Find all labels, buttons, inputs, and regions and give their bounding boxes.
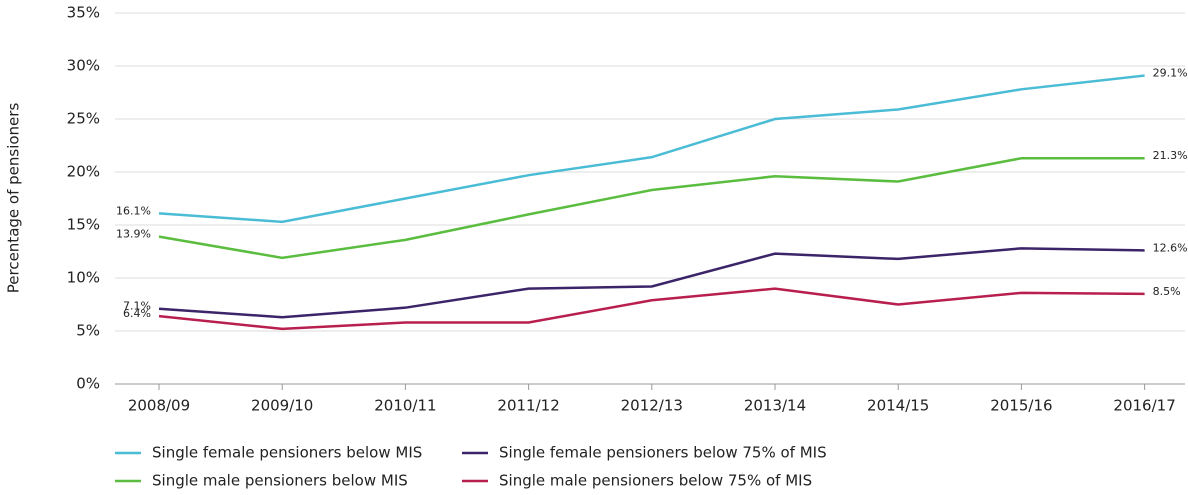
series-line — [158, 247, 1145, 319]
y-tick-label: 20% — [67, 163, 100, 181]
y-tick-label: 25% — [67, 110, 100, 128]
y-axis-label: Percentage of pensioners — [5, 103, 23, 294]
x-tick-label: 2008/09 — [128, 397, 190, 415]
x-tick-label: 2009/10 — [251, 397, 313, 415]
value-label: 16.1% — [116, 204, 151, 217]
x-tick-label: 2016/17 — [1113, 397, 1175, 415]
series-line — [158, 287, 1145, 331]
legend-label: Single male pensioners below MIS — [152, 472, 408, 490]
series-line — [158, 156, 1145, 260]
x-tick-label: 2012/13 — [621, 397, 683, 415]
y-tick-label: 0% — [76, 375, 100, 393]
value-label: 12.6% — [1153, 241, 1188, 254]
series-line — [158, 74, 1145, 224]
y-tick-label: 30% — [67, 57, 100, 75]
value-label: 29.1% — [1153, 67, 1188, 80]
x-tick-label: 2010/11 — [374, 397, 436, 415]
value-label: 8.5% — [1153, 285, 1181, 298]
y-tick-label: 10% — [67, 269, 100, 287]
y-tick-label: 5% — [76, 322, 100, 340]
legend-label: Single female pensioners below 75% of MI… — [499, 444, 827, 462]
legend-label: Single male pensioners below 75% of MIS — [499, 472, 812, 490]
value-label: 6.4% — [123, 307, 151, 320]
y-tick-label: 35% — [67, 4, 100, 22]
value-label: 21.3% — [1153, 149, 1188, 162]
x-tick-label: 2014/15 — [867, 397, 929, 415]
y-tick-label: 15% — [67, 216, 100, 234]
x-tick-label: 2015/16 — [990, 397, 1052, 415]
x-tick-label: 2013/14 — [744, 397, 806, 415]
x-tick-label: 2011/12 — [497, 397, 559, 415]
legend-label: Single female pensioners below MIS — [152, 444, 422, 462]
value-label: 7.1% — [123, 300, 151, 313]
value-label: 13.9% — [116, 228, 151, 241]
